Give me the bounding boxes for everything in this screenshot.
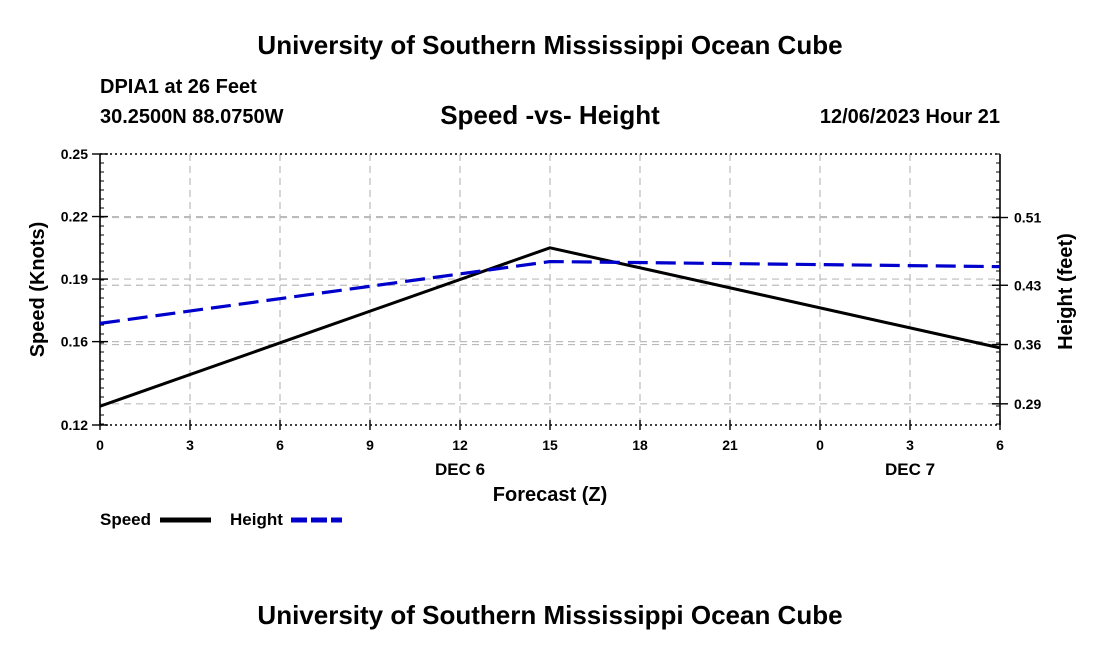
legend-label-speed: Speed bbox=[100, 510, 151, 529]
page-title: University of Southern Mississippi Ocean… bbox=[257, 30, 843, 60]
y2-tick-label: 0.43 bbox=[1014, 277, 1041, 293]
station-label: DPIA1 at 26 Feet bbox=[100, 76, 257, 98]
x-tick-label: 6 bbox=[276, 437, 284, 453]
datetime-label: 12/06/2023 Hour 21 bbox=[819, 106, 1000, 128]
series bbox=[99, 246, 1001, 408]
y-tick-label: 0.22 bbox=[61, 209, 88, 225]
date-label: DEC 6 bbox=[435, 460, 485, 479]
legend: Speed Height bbox=[100, 510, 342, 529]
x-tick-label: 9 bbox=[366, 437, 374, 453]
x-tick-label: 21 bbox=[722, 437, 738, 453]
x-tick-label: 0 bbox=[96, 437, 104, 453]
axes bbox=[92, 153, 1008, 430]
x-tick-label: 3 bbox=[906, 437, 914, 453]
y-tick-label: 0.25 bbox=[61, 146, 88, 162]
y2-tick-label: 0.29 bbox=[1014, 396, 1041, 412]
series-height-line bbox=[99, 259, 1001, 325]
y-axis-title: Speed (Knots) bbox=[27, 222, 49, 358]
x-tick-label: 12 bbox=[452, 437, 468, 453]
coordinates-label: 30.2500N 88.0750W bbox=[100, 106, 284, 128]
series-speed-line bbox=[99, 246, 1001, 408]
x-tick-label: 18 bbox=[632, 437, 648, 453]
y2-tick-label: 0.36 bbox=[1014, 337, 1041, 353]
y-tick-label: 0.16 bbox=[61, 334, 88, 350]
x-tick-label: 3 bbox=[186, 437, 194, 453]
date-label: DEC 7 bbox=[885, 460, 935, 479]
grid bbox=[100, 154, 1000, 425]
x-axis-title: Forecast (Z) bbox=[493, 484, 607, 506]
x-tick-label: 6 bbox=[996, 437, 1004, 453]
y2-axis-title: Height (feet) bbox=[1055, 233, 1077, 350]
x-tick-label: 0 bbox=[816, 437, 824, 453]
chart-title: Speed -vs- Height bbox=[440, 100, 660, 130]
x-tick-label: 15 bbox=[542, 437, 558, 453]
legend-label-height: Height bbox=[230, 510, 283, 529]
footer-title: University of Southern Mississippi Ocean… bbox=[257, 600, 843, 630]
y2-tick-label: 0.51 bbox=[1014, 210, 1041, 226]
y-tick-label: 0.19 bbox=[61, 271, 88, 287]
y-tick-label: 0.12 bbox=[61, 417, 88, 433]
axis-labels: 0.25 0.22 0.19 0.16 0.12 0.51 0.43 0.36 0.29 0 3 6 9… bbox=[27, 146, 1077, 506]
